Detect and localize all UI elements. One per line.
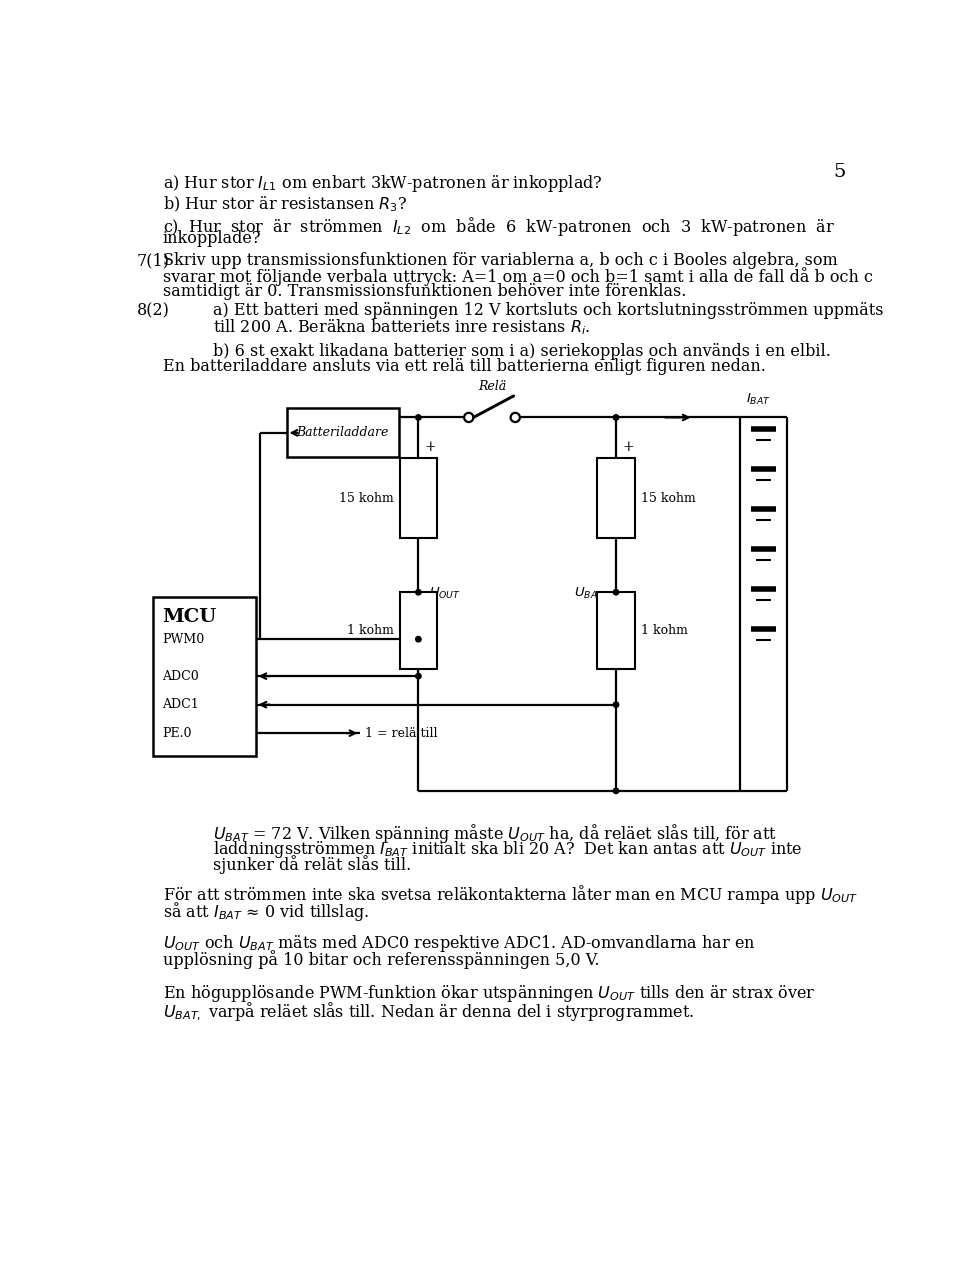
Text: b) 6 st exakt likadana batterier som i a) seriekopplas och används i en elbil.: b) 6 st exakt likadana batterier som i a… bbox=[213, 343, 830, 359]
Text: 15 kohm: 15 kohm bbox=[641, 492, 696, 505]
Text: svarar mot följande verbala uttryck: A=1 om a=0 och b=1 samt i alla de fall då b: svarar mot följande verbala uttryck: A=1… bbox=[162, 267, 873, 286]
Text: PE.0: PE.0 bbox=[162, 726, 191, 740]
Circle shape bbox=[613, 702, 618, 707]
Bar bbox=[597, 458, 635, 539]
Circle shape bbox=[416, 673, 421, 679]
Text: c)  Hur  stor  är  strömmen  $I_{L2}$  om  både  6  kW-patronen  och  3  kW-patr: c) Hur stor är strömmen $I_{L2}$ om både… bbox=[162, 215, 834, 238]
Text: $I_{BAT}$: $I_{BAT}$ bbox=[746, 392, 771, 406]
Text: 15 kohm: 15 kohm bbox=[339, 492, 394, 505]
Text: En högupplösande PWM-funktion ökar utspänningen $U_{OUT}$ tills den är strax öve: En högupplösande PWM-funktion ökar utspä… bbox=[162, 983, 815, 1004]
Text: laddningsströmmen $I_{BAT}$ initialt ska bli 20 A?  Det kan antas att $U_{OUT}$ : laddningsströmmen $I_{BAT}$ initialt ska… bbox=[213, 839, 803, 860]
Text: a) Ett batteri med spänningen 12 V kortsluts och kortslutningsströmmen uppmäts: a) Ett batteri med spänningen 12 V korts… bbox=[213, 302, 883, 319]
Text: till 200 A. Beräkna batteriets inre resistans $R_i$.: till 200 A. Beräkna batteriets inre resi… bbox=[213, 318, 590, 336]
Circle shape bbox=[613, 589, 618, 595]
Text: För att strömmen inte ska svetsa reläkontakterna låter man en MCU rampa upp $U_{: För att strömmen inte ska svetsa reläkon… bbox=[162, 883, 858, 906]
Text: Batteriladdare: Batteriladdare bbox=[297, 426, 389, 439]
Text: ADC0: ADC0 bbox=[162, 669, 199, 683]
Text: 1 kohm: 1 kohm bbox=[347, 624, 394, 638]
Text: b) Hur stor är resistansen $R_3$?: b) Hur stor är resistansen $R_3$? bbox=[162, 194, 407, 214]
Circle shape bbox=[464, 412, 473, 423]
Text: upplösning på 10 bitar och referensspänningen 5,0 V.: upplösning på 10 bitar och referensspänn… bbox=[162, 950, 599, 969]
Text: +: + bbox=[622, 440, 634, 454]
Bar bbox=[399, 592, 437, 669]
Text: $U_{OUT}$: $U_{OUT}$ bbox=[429, 586, 461, 601]
Text: a) Hur stor $I_{L1}$ om enbart 3kW-patronen är inkopplad?: a) Hur stor $I_{L1}$ om enbart 3kW-patro… bbox=[162, 173, 602, 195]
Text: $U_{OUT}$ och $U_{BAT}$ mäts med ADC0 respektive ADC1. AD-omvandlarna har en: $U_{OUT}$ och $U_{BAT}$ mäts med ADC0 re… bbox=[162, 934, 756, 954]
Circle shape bbox=[511, 412, 520, 423]
Text: så att $I_{BAT}$ ≈ 0 vid tillslag.: så att $I_{BAT}$ ≈ 0 vid tillslag. bbox=[162, 901, 370, 923]
Text: samtidigt är 0. Transmissionsfunktionen behöver inte förenklas.: samtidigt är 0. Transmissionsfunktionen … bbox=[162, 282, 686, 300]
Bar bbox=[153, 597, 255, 756]
Text: ADC1: ADC1 bbox=[162, 698, 199, 711]
Circle shape bbox=[613, 415, 618, 420]
Text: MCU: MCU bbox=[162, 608, 216, 626]
Circle shape bbox=[613, 788, 618, 793]
Text: $U_{BAT}$ = 72 V. Vilken spänning måste $U_{OUT}$ ha, då reläet slås till, för a: $U_{BAT}$ = 72 V. Vilken spänning måste … bbox=[213, 822, 778, 845]
Text: Skriv upp transmissionsfunktionen för variablerna a, b och c i Booles algebra, s: Skriv upp transmissionsfunktionen för va… bbox=[162, 252, 837, 269]
Text: +: + bbox=[424, 440, 436, 454]
Text: $U_{BAT,}$ varpå reläet slås till. Nedan är denna del i styrprogrammet.: $U_{BAT,}$ varpå reläet slås till. Nedan… bbox=[162, 1001, 694, 1023]
Text: inkopplade?: inkopplade? bbox=[162, 230, 261, 248]
Text: 7(1): 7(1) bbox=[137, 252, 170, 269]
Bar bbox=[597, 592, 635, 669]
Text: 1 = relä till: 1 = relä till bbox=[365, 726, 438, 740]
Bar bbox=[399, 458, 437, 539]
Circle shape bbox=[416, 589, 421, 595]
Bar bbox=[287, 409, 399, 458]
Text: $U_{BAT}$: $U_{BAT}$ bbox=[574, 586, 605, 601]
Text: En batteriladdare ansluts via ett relä till batterierna enligt figuren nedan.: En batteriladdare ansluts via ett relä t… bbox=[162, 358, 765, 376]
Circle shape bbox=[416, 415, 421, 420]
Text: Relä: Relä bbox=[478, 380, 506, 393]
Text: 1 kohm: 1 kohm bbox=[641, 624, 687, 638]
Text: PWM0: PWM0 bbox=[162, 632, 204, 645]
Text: 8(2): 8(2) bbox=[137, 302, 170, 319]
Text: 5: 5 bbox=[833, 163, 846, 181]
Circle shape bbox=[416, 636, 421, 641]
Text: sjunker då relät slås till.: sjunker då relät slås till. bbox=[213, 855, 411, 874]
